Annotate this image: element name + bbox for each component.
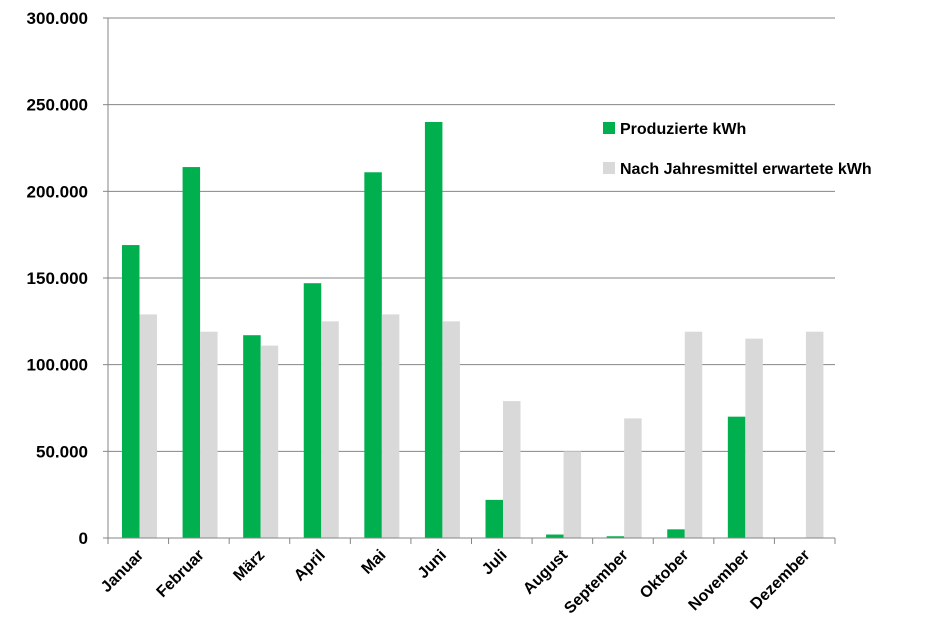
x-tick-label: November	[686, 547, 753, 614]
bar-expected	[139, 314, 157, 538]
x-tick-label: Mai	[359, 547, 390, 578]
legend-label-produced: Produzierte kWh	[620, 121, 746, 138]
x-tick-label: August	[520, 546, 571, 597]
y-tick-label: 200.000	[27, 182, 88, 201]
legend-label-expected: Nach Jahresmittel erwartete kWh	[620, 161, 872, 178]
legend-swatch-expected	[603, 162, 615, 174]
y-tick-label: 0	[79, 529, 88, 548]
bar-produced	[122, 245, 140, 539]
bar-produced	[182, 167, 201, 539]
x-tick-label: März	[230, 547, 268, 585]
bar-expected	[745, 338, 763, 538]
x-tick-label: Oktober	[637, 547, 692, 602]
axes	[103, 17, 836, 544]
bar-produced	[485, 499, 503, 538]
bar-expected	[381, 314, 400, 538]
y-tick-label: 100.000	[27, 356, 88, 375]
gridlines	[108, 17, 835, 452]
bar-expected	[321, 321, 339, 538]
x-tick-label: Februar	[154, 547, 208, 601]
y-tick-label: 150.000	[27, 269, 88, 288]
y-tick-label: 250.000	[27, 96, 88, 115]
bars	[122, 122, 824, 539]
bar-expected	[624, 418, 642, 538]
bar-expected	[503, 401, 521, 538]
x-tick-label: September	[561, 547, 632, 618]
bar-produced	[364, 172, 382, 538]
x-axis-tick-labels: Januar Februar März April Mai Juni Juli AugustS…	[98, 546, 814, 617]
x-tick-label: Dezember	[747, 547, 813, 613]
x-tick-label: April	[291, 547, 329, 585]
x-tick-label: Januar	[98, 547, 147, 596]
bar-produced	[727, 416, 746, 538]
bar-expected	[442, 321, 460, 538]
bar-produced	[667, 529, 685, 538]
bar-expected	[200, 331, 218, 538]
bar-produced	[303, 283, 322, 538]
bar-produced	[606, 536, 625, 538]
bar-expected	[563, 451, 582, 538]
y-tick-label: 50.000	[36, 442, 88, 461]
bar-expected	[805, 331, 824, 538]
legend: Produzierte kWh Nach Jahresmittel erwart…	[603, 121, 872, 178]
bar-expected	[260, 345, 279, 538]
bar-produced	[424, 122, 443, 538]
y-axis-tick-labels: 0 50.000 100.000 150.000 200.000 250.000 300.0…	[27, 9, 88, 548]
y-tick-label: 300.000	[27, 9, 88, 28]
x-tick-label: Juni	[415, 547, 450, 582]
bar-produced	[243, 335, 261, 538]
bar-produced	[546, 534, 564, 538]
legend-swatch-produced	[603, 122, 615, 134]
bar-expected	[684, 331, 703, 538]
x-tick-label: Juli	[479, 547, 511, 579]
